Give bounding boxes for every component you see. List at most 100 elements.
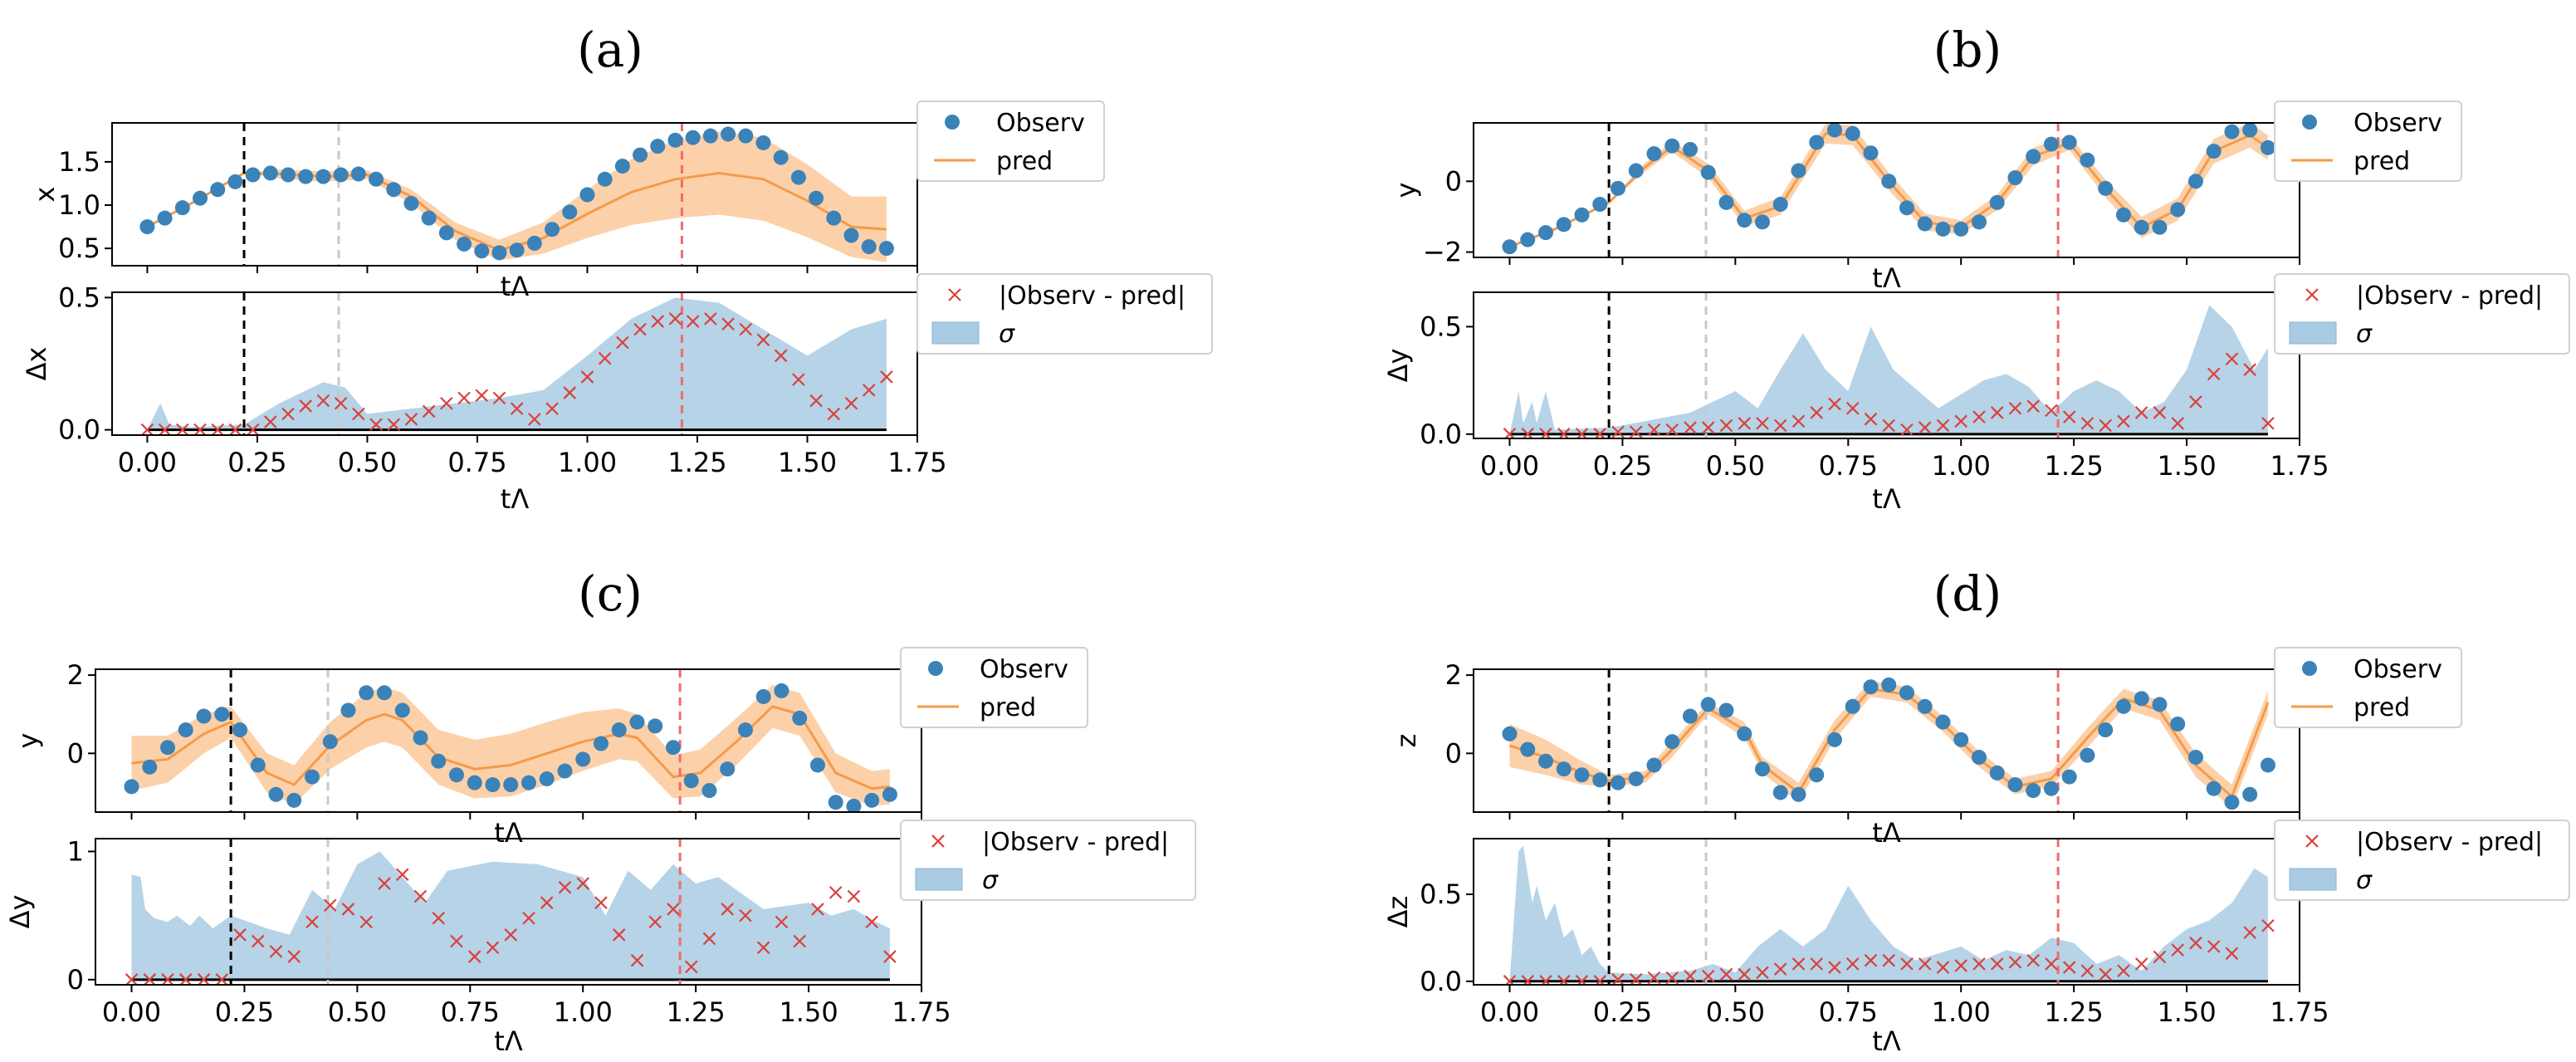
error-marker <box>510 402 524 415</box>
error-marker <box>594 896 608 909</box>
observ-point <box>1809 135 1825 150</box>
error-marker <box>2026 399 2040 413</box>
observ-point <box>648 718 663 734</box>
error-marker <box>545 402 559 415</box>
top-x-axis-label: tΛ <box>494 817 523 849</box>
ytick-label: −2 <box>1423 237 1462 268</box>
observ-point <box>878 241 894 257</box>
top-plot-area <box>124 669 897 812</box>
ytick-label: 0.5 <box>1420 311 1462 342</box>
observ-point <box>1989 765 2005 781</box>
observ-point <box>593 736 609 751</box>
error-marker <box>1701 421 1715 434</box>
observ-point <box>322 734 338 750</box>
observ-point <box>1935 221 1951 237</box>
xtick-label: 1.25 <box>667 996 726 1028</box>
observ-point <box>738 128 754 144</box>
observ-point <box>755 688 771 704</box>
bottom-axes: 0.0 0.5Δy 0.00 0.25 0.50 0.75 1.00 1.25 1.50 1.75… <box>1382 291 2329 515</box>
error-marker <box>176 423 189 435</box>
error-marker <box>684 960 698 974</box>
error-marker <box>1521 975 1535 985</box>
ytick-label: 0.0 <box>58 414 100 446</box>
error-marker <box>1665 423 1679 437</box>
error-marker <box>847 889 861 903</box>
error-marker <box>2153 406 2167 419</box>
ytick-label: 0.5 <box>58 281 100 313</box>
xtick-label: 1.00 <box>1932 450 1991 482</box>
legend-sigma-label: σ <box>2356 320 2373 349</box>
observ-point <box>1682 141 1698 157</box>
xtick-label: 0.75 <box>1819 450 1878 482</box>
legend-error-marker <box>931 834 945 848</box>
error-marker <box>563 386 577 399</box>
error-marker <box>504 928 517 942</box>
xtick-label: 0.50 <box>328 996 387 1028</box>
observ-point <box>1863 679 1879 695</box>
sigma-area <box>1509 305 2268 434</box>
xtick-label: 1.75 <box>892 996 951 1028</box>
observ-point <box>1754 761 1770 777</box>
error-marker <box>1936 961 1950 974</box>
observ-point <box>2152 697 2168 712</box>
legend-pred-label: pred <box>2354 147 2410 176</box>
error-marker <box>211 423 224 435</box>
observ-point <box>2152 219 2168 235</box>
observ-point <box>369 171 384 187</box>
error-marker <box>1810 957 1823 971</box>
observ-point <box>2007 777 2023 793</box>
error-marker <box>612 928 626 942</box>
error-marker <box>369 418 383 432</box>
legend-observ-label: Observ <box>980 655 1068 684</box>
error-marker <box>1738 967 1752 981</box>
xtick-label: 0.75 <box>1819 996 1878 1028</box>
xtick-label: 1.00 <box>554 996 613 1028</box>
x-axis-label: tΛ <box>501 483 530 515</box>
observ-point <box>376 685 392 701</box>
ytick-label: 1.5 <box>58 146 100 178</box>
error-marker <box>809 394 823 408</box>
xtick-label: 0.50 <box>1706 450 1765 482</box>
error-marker <box>739 322 753 336</box>
observ-point <box>210 182 226 198</box>
error-marker <box>281 407 295 421</box>
observ-point <box>2206 144 2222 159</box>
observ-point <box>1772 785 1788 800</box>
error-marker <box>316 394 330 408</box>
error-marker <box>2080 417 2095 430</box>
legend-observ-label: Observ <box>2354 109 2442 138</box>
error-marker <box>756 941 770 955</box>
legend-error-label: |Observ - pred| <box>2356 828 2543 857</box>
observ-point <box>386 182 402 198</box>
error-marker <box>648 915 662 929</box>
observ-point <box>1610 775 1625 790</box>
error-marker <box>413 889 428 903</box>
x-axis-label: tΛ <box>494 1025 523 1057</box>
observ-point <box>809 757 825 773</box>
observ-point <box>1628 163 1644 179</box>
bottom-frame <box>95 838 922 986</box>
observ-point <box>1502 239 1518 255</box>
error-marker <box>269 945 283 958</box>
observ-point <box>1989 194 2005 210</box>
error-marker <box>793 934 806 948</box>
observ-point <box>1502 726 1518 741</box>
observ-point <box>1953 732 1969 747</box>
error-marker <box>2261 417 2275 430</box>
subplot-2: (c) 0 2 y tΛ Observ pred 0 1 Δy 0.00 0.25 0.50 0.75 1.… <box>4 565 1196 1057</box>
error-marker <box>1990 957 2004 971</box>
pred-uncertainty-band <box>131 684 890 806</box>
error-marker <box>264 415 277 428</box>
xtick-label: 1.75 <box>2270 996 2329 1028</box>
error-marker <box>1593 975 1607 985</box>
observ-point <box>431 753 447 769</box>
error-marker <box>1684 969 1697 983</box>
observ-point <box>1899 200 1914 216</box>
bottom-plot-area <box>1503 839 2275 985</box>
top-plot-area <box>1502 669 2275 812</box>
error-marker <box>1990 406 2004 419</box>
error-marker <box>792 373 805 386</box>
observ-point <box>124 779 139 795</box>
error-marker <box>756 333 770 347</box>
error-marker <box>2062 410 2076 423</box>
